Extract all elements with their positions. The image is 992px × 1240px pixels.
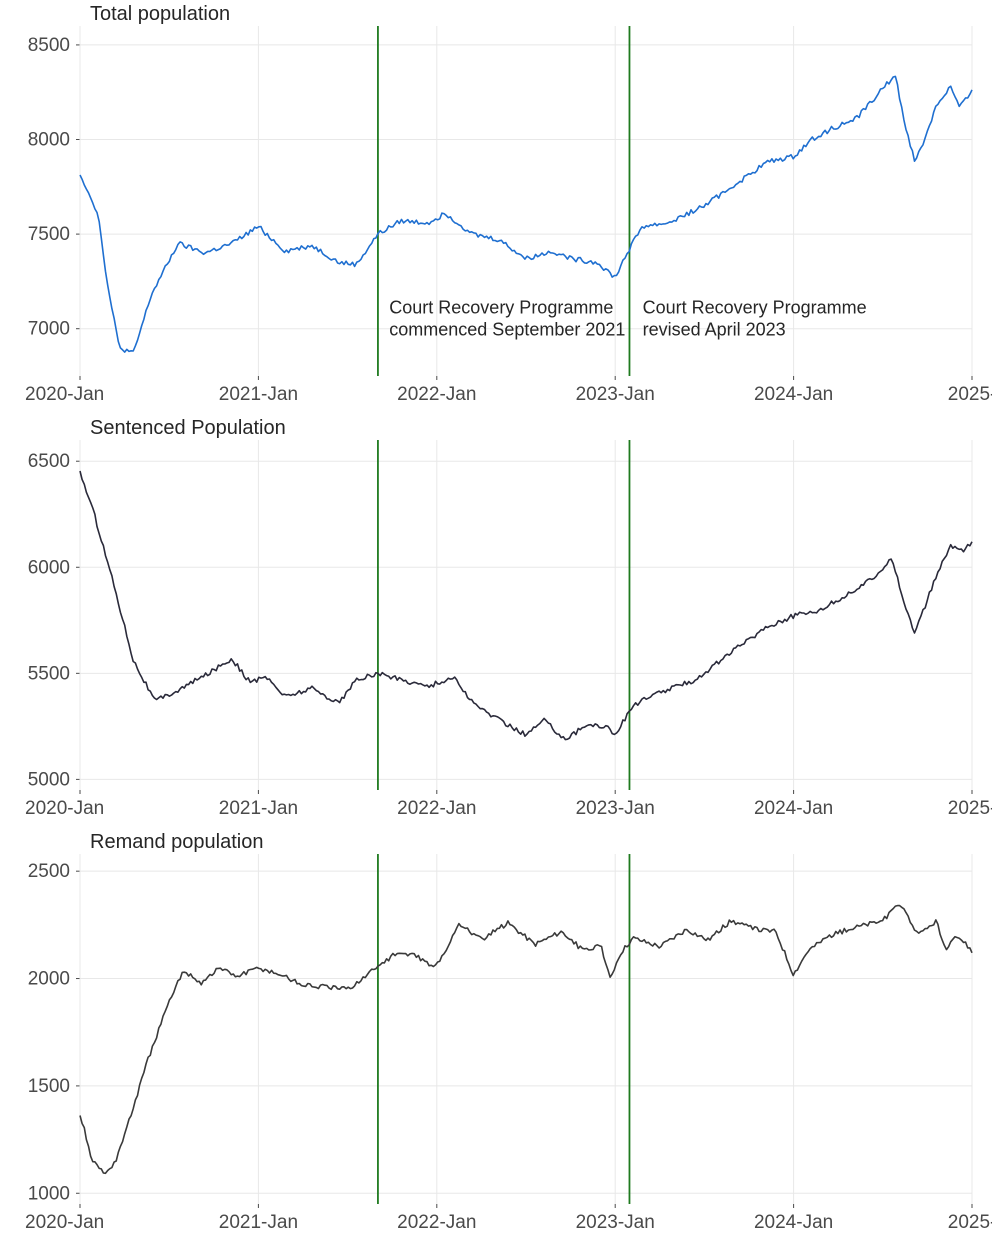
x-tick-label: 2023-Jan [576,384,655,405]
series-line-sentenced [80,471,972,740]
panel-total: Total population 7000 7500 8000 8500 2020-Jan… [25,3,992,405]
annotation-total-0-line0: Court Recovery Programme [389,298,613,318]
annotation-total-1-line0: Court Recovery Programme [643,298,867,318]
y-tick-label: 2000 [28,969,70,990]
panel-title-sentenced: Sentenced Population [90,417,286,439]
x-tick-label: 2024-Jan [754,384,833,405]
series-line-remand [80,906,972,1174]
x-tick-label: 2020-Jan [25,798,104,819]
x-tick-label: 2022-Jan [397,1212,476,1233]
annotation-total-0-line1: commenced September 2021 [389,320,625,340]
y-tick-label: 8000 [28,130,70,151]
x-tick-label: 2025-Jan [948,798,992,819]
annotation-total-1-line1: revised April 2023 [643,320,786,340]
x-tick-label: 2021-Jan [219,798,298,819]
y-tick-label: 7500 [28,224,70,245]
y-tick-label: 1500 [28,1076,70,1097]
y-tick-label: 6500 [28,451,70,472]
x-tick-label: 2022-Jan [397,384,476,405]
x-tick-label: 2020-Jan [25,384,104,405]
x-tick-label: 2023-Jan [576,1212,655,1233]
x-tick-label: 2024-Jan [754,1212,833,1233]
y-tick-label: 2500 [28,861,70,882]
x-tick-label: 2024-Jan [754,798,833,819]
y-tick-label: 8500 [28,35,70,56]
population-figure: Total population 7000 7500 8000 8500 2020-Jan… [0,0,992,1240]
x-tick-label: 2025-Jan [948,1212,992,1233]
y-tick-label: 5500 [28,663,70,684]
x-tick-label: 2021-Jan [219,1212,298,1233]
x-tick-label: 2020-Jan [25,1212,104,1233]
panel-title-remand: Remand population [90,831,263,853]
x-tick-label: 2023-Jan [576,798,655,819]
x-tick-label: 2022-Jan [397,798,476,819]
panel-remand: Remand population 1000 1500 2000 2500 2020-Ja… [25,831,992,1233]
panel-title-total: Total population [90,3,230,25]
y-tick-label: 7000 [28,319,70,340]
chart-svg: Total population 7000 7500 8000 8500 2020-Jan… [0,0,992,1240]
x-tick-label: 2021-Jan [219,384,298,405]
y-tick-label: 6000 [28,557,70,578]
x-tick-label: 2025-Jan [948,384,992,405]
y-tick-label: 1000 [28,1183,70,1204]
panel-sentenced: Sentenced Population 5000 5500 6000 6500 2020… [25,417,992,819]
y-tick-label: 5000 [28,769,70,790]
